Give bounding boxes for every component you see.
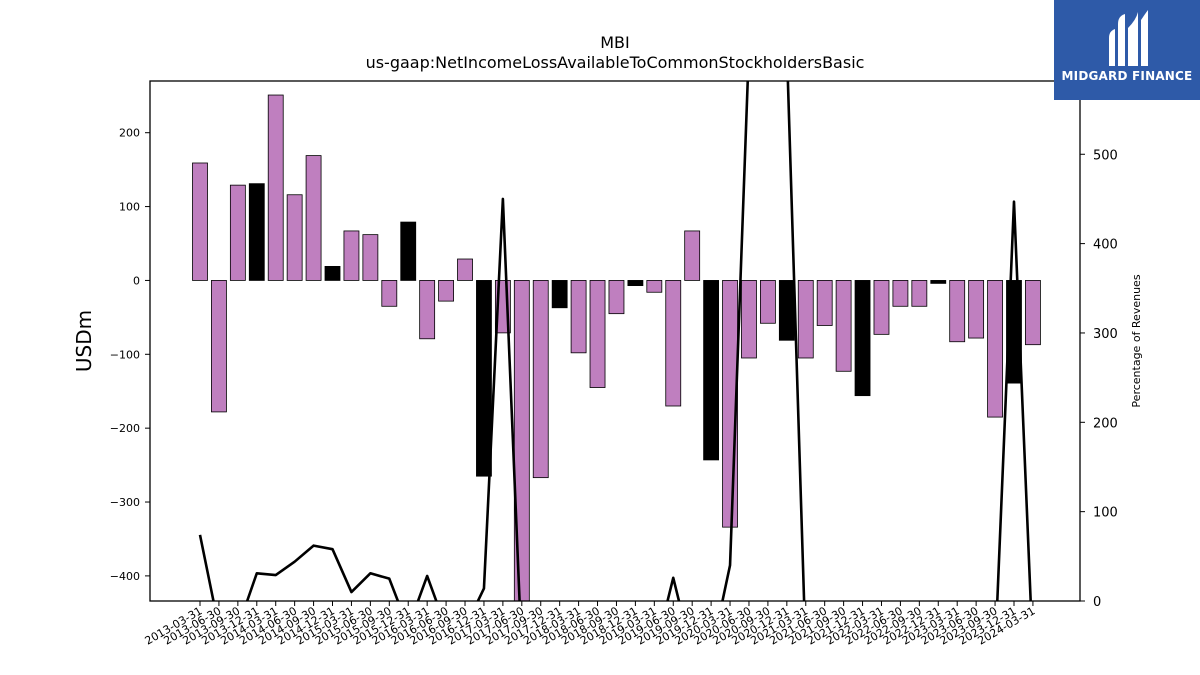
- bar-2017-06-30: [513, 280, 530, 601]
- y-tick-label: −400: [110, 570, 140, 583]
- bar-2020-06-30: [741, 280, 757, 359]
- y-tick-label: −300: [110, 496, 140, 509]
- bar-2023-09-30: [987, 280, 1003, 418]
- bar-2019-09-30: [684, 230, 701, 281]
- bar-2024-03-31: [1025, 280, 1041, 346]
- y2-axis-label: Percentage of Revenues: [1130, 274, 1143, 407]
- bar-2018-03-31: [570, 280, 587, 354]
- bar-2021-12-31: [854, 280, 871, 397]
- bar-2014-12-31: [324, 265, 341, 281]
- bar-2023-03-31: [949, 280, 966, 343]
- bar-2021-03-31: [797, 280, 814, 359]
- bar-2013-06-30: [211, 280, 227, 413]
- bar-2018-09-30: [608, 280, 625, 315]
- bar-2020-09-30: [760, 280, 776, 324]
- bar-2019-12-31: [703, 280, 720, 461]
- y-tick-label: 100: [119, 201, 140, 214]
- bar-2018-12-31: [627, 280, 644, 287]
- bar-2013-03-31: [192, 162, 208, 281]
- bar-2020-12-31: [778, 280, 795, 341]
- bar-2015-06-30: [362, 234, 379, 281]
- bar-2016-06-30: [438, 280, 454, 302]
- y-axis-label: USDm: [72, 310, 96, 372]
- bar-2023-06-30: [968, 280, 985, 339]
- bar-2014-09-30: [305, 155, 322, 281]
- bar-2021-09-30: [835, 280, 852, 372]
- bar-2022-09-30: [911, 280, 928, 307]
- midgard-finance-logo: MIDGARD FINANCE: [1054, 0, 1200, 100]
- bar-2016-12-31: [476, 280, 492, 477]
- logo-mark-icon: [1109, 10, 1148, 66]
- bar-2016-09-30: [457, 258, 473, 281]
- plot-frame: [149, 80, 1081, 602]
- bar-2019-03-31: [646, 280, 663, 293]
- chart-subtitle: us-gaap:NetIncomeLossAvailableToCommonSt…: [366, 53, 865, 72]
- bar-2022-03-31: [873, 280, 890, 335]
- y-tick-label: −100: [110, 348, 140, 361]
- y-tick-label: 0: [133, 274, 140, 287]
- bar-2014-06-30: [286, 194, 303, 281]
- chart-title: MBI: [600, 33, 630, 52]
- bar-2021-06-30: [816, 280, 833, 326]
- bar-2013-12-31: [248, 183, 265, 281]
- bar-2013-09-30: [229, 184, 246, 281]
- logo-text: MIDGARD FINANCE: [1061, 69, 1193, 83]
- y2-tick-label: 100: [1093, 506, 1118, 521]
- line-series: [198, 81, 1032, 601]
- bar-2016-03-31: [419, 280, 436, 340]
- y-tick-label: 200: [119, 127, 140, 140]
- bar-2019-06-30: [665, 280, 682, 407]
- bar-2015-09-30: [381, 280, 398, 307]
- bar-2017-12-31: [551, 280, 568, 309]
- bar-2015-12-31: [400, 221, 417, 281]
- y2-tick-label: 300: [1093, 327, 1118, 342]
- y2-tick-label: 200: [1093, 416, 1118, 431]
- bar-2022-12-31: [930, 280, 947, 284]
- y2-tick-label: 0: [1093, 595, 1101, 610]
- y-tick-label: −200: [110, 422, 140, 435]
- bar-2014-03-31: [267, 94, 284, 281]
- bar-2015-03-31: [343, 230, 360, 281]
- bar-2017-09-30: [532, 280, 549, 479]
- y2-tick-label: 400: [1093, 238, 1118, 253]
- bar-2022-06-30: [892, 280, 909, 307]
- y2-tick-label: 500: [1093, 148, 1118, 163]
- bar-2018-06-30: [589, 280, 606, 388]
